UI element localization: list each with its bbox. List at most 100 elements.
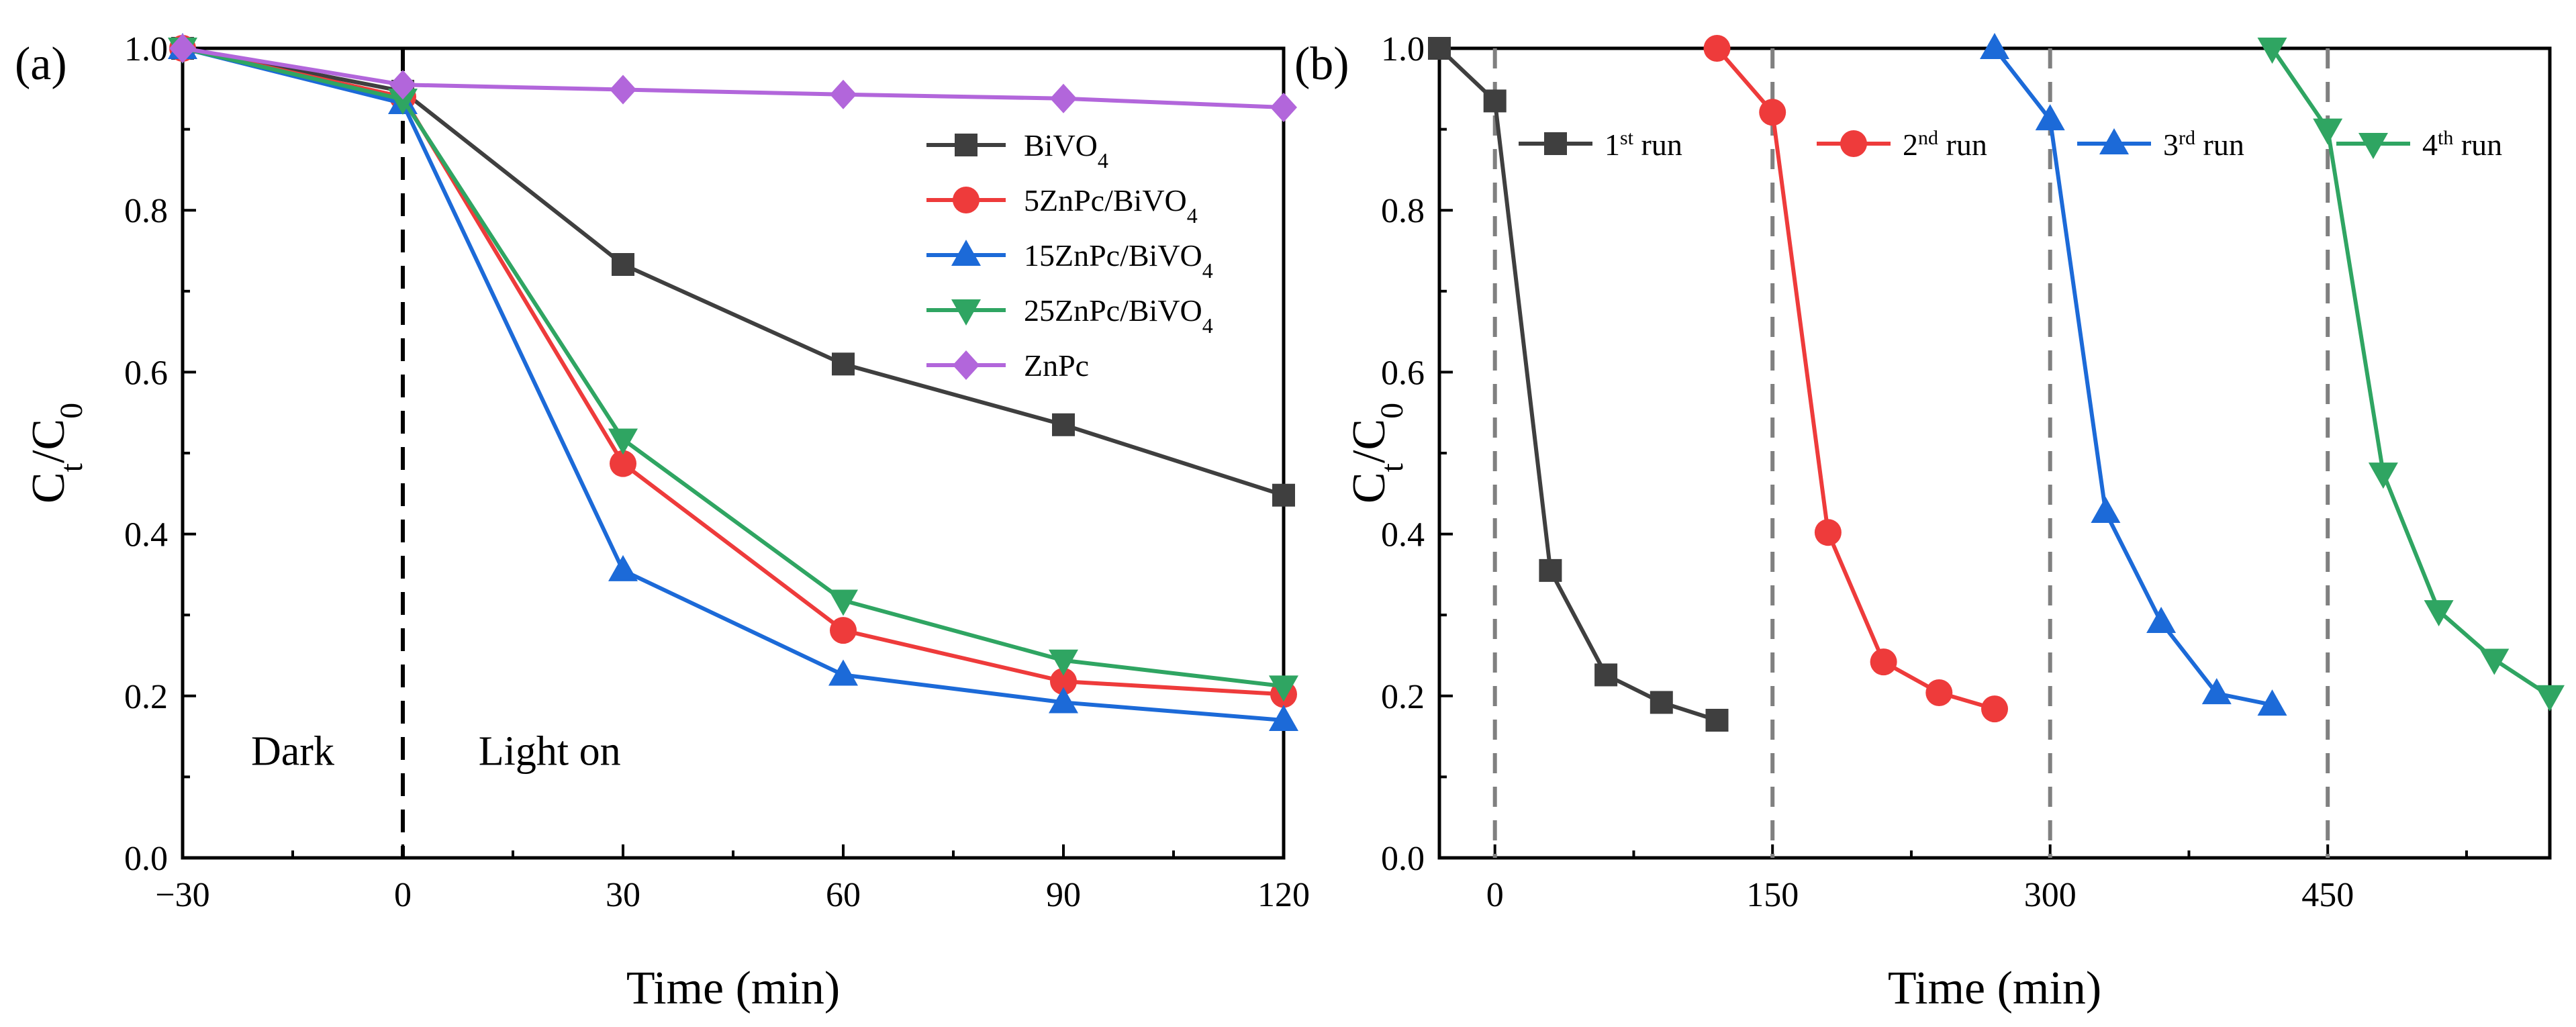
series-2nd-run	[1703, 35, 2008, 723]
data-point	[1594, 663, 1618, 687]
data-point	[608, 554, 638, 581]
x-tick-label: −30	[155, 876, 209, 914]
data-point	[1483, 89, 1507, 113]
x-tick-label: 0	[394, 876, 412, 914]
legend-label: 2nd run	[1903, 127, 1987, 162]
data-point	[830, 617, 857, 644]
legend-entry: 15ZnPc/BiVO4	[926, 238, 1213, 283]
data-point	[1428, 37, 1451, 60]
y-tick-label: 0.2	[124, 678, 168, 716]
data-point	[1814, 519, 1842, 546]
legend-marker	[1544, 132, 1567, 155]
data-point	[389, 70, 416, 100]
data-point	[2257, 689, 2287, 716]
data-point	[2091, 497, 2121, 524]
x-axis-label: Time (min)	[1888, 963, 2101, 1014]
plot-frame	[1437, 46, 2552, 860]
series-5znpc-bivo4	[169, 35, 1297, 708]
data-point	[1703, 35, 1731, 62]
data-point	[1049, 649, 1078, 676]
data-point	[2035, 104, 2065, 131]
data-point	[2313, 118, 2343, 145]
data-point	[1759, 99, 1786, 126]
series-line	[182, 46, 1284, 110]
series-1st-run	[1428, 37, 1729, 732]
data-point	[828, 659, 858, 686]
annotation-text: Light on	[479, 728, 621, 774]
legend-marker	[955, 134, 977, 156]
legend-label: 5ZnPc/BiVO4	[1024, 183, 1198, 228]
data-point	[2535, 685, 2565, 712]
data-point	[830, 79, 857, 109]
data-point	[388, 88, 418, 115]
legend-marker	[951, 299, 981, 326]
series-line	[182, 46, 1284, 689]
legend-entry: ZnPc	[926, 348, 1089, 383]
legend-marker	[1840, 130, 1867, 157]
legend-label: BiVO4	[1024, 128, 1108, 173]
data-point	[1705, 708, 1729, 732]
series-3rd-run	[1980, 33, 2287, 716]
legend-label: 25ZnPc/BiVO4	[1024, 293, 1213, 338]
series-znpc	[169, 34, 1297, 123]
y-tick-label: 1.0	[1381, 30, 1425, 68]
legend-entry: 1st run	[1519, 127, 1682, 162]
data-point	[832, 352, 855, 376]
legend-entry: 25ZnPc/BiVO4	[926, 293, 1213, 338]
data-point	[2257, 38, 2287, 64]
legend-entry: 4th run	[2336, 127, 2502, 162]
data-point	[1650, 691, 1673, 714]
data-point	[1050, 668, 1077, 695]
legend-marker	[953, 187, 980, 213]
y-tick-label: 0.6	[1381, 354, 1425, 392]
legend-label: 1st run	[1605, 127, 1682, 162]
data-point	[1980, 33, 2009, 59]
y-tick-label: 0.8	[1381, 192, 1425, 230]
series-line	[182, 46, 1284, 697]
x-tick-label: 150	[1746, 876, 1799, 914]
data-point	[2479, 648, 2510, 675]
data-point	[2368, 462, 2398, 489]
legend-marker	[951, 240, 981, 266]
data-point	[1052, 413, 1075, 436]
x-tick-label: 120	[1257, 876, 1310, 914]
data-point	[1269, 704, 1298, 731]
x-axis-label: Time (min)	[626, 963, 840, 1014]
y-tick-label: 0.4	[124, 516, 168, 554]
legend-marker	[953, 350, 980, 380]
legend-marker	[2358, 133, 2388, 159]
data-point	[2146, 607, 2177, 634]
series-line	[182, 46, 1284, 497]
series-line	[182, 46, 1284, 722]
legend-entry: BiVO4	[926, 128, 1108, 173]
data-point	[1050, 83, 1077, 113]
data-point	[610, 450, 636, 477]
legend-label: 15ZnPc/BiVO4	[1024, 238, 1213, 283]
y-axis-label: Ct/C0	[1343, 403, 1410, 503]
panel-label: (b)	[1294, 38, 1349, 90]
series-line	[2271, 47, 2551, 698]
data-point	[828, 589, 858, 616]
panel-label: (a)	[15, 38, 67, 90]
data-point	[608, 428, 638, 455]
data-point	[1272, 483, 1295, 507]
x-tick-label: 450	[2301, 876, 2354, 914]
legend-marker	[2099, 128, 2129, 154]
y-tick-label: 0.8	[124, 192, 168, 230]
y-tick-label: 0.0	[1381, 840, 1425, 878]
y-tick-label: 0.6	[124, 354, 168, 392]
x-tick-label: 300	[2024, 876, 2077, 914]
legend-label: 3rd run	[2163, 127, 2244, 162]
legend-entry: 2nd run	[1817, 127, 1987, 162]
legend-entry: 3rd run	[2077, 127, 2244, 162]
data-point	[1925, 679, 1953, 706]
y-tick-label: 1.0	[124, 30, 168, 68]
legend-label: ZnPc	[1024, 348, 1089, 383]
y-tick-label: 0.2	[1381, 678, 1425, 716]
data-point	[1269, 675, 1298, 702]
data-point	[2424, 600, 2454, 627]
data-point	[1981, 695, 2008, 723]
data-point	[2201, 678, 2232, 705]
panel-a: 0.0 0.2 0.4 0.6 0.8 1.0 −30 0 30 60 90 120 Time (min…	[15, 30, 1310, 1014]
